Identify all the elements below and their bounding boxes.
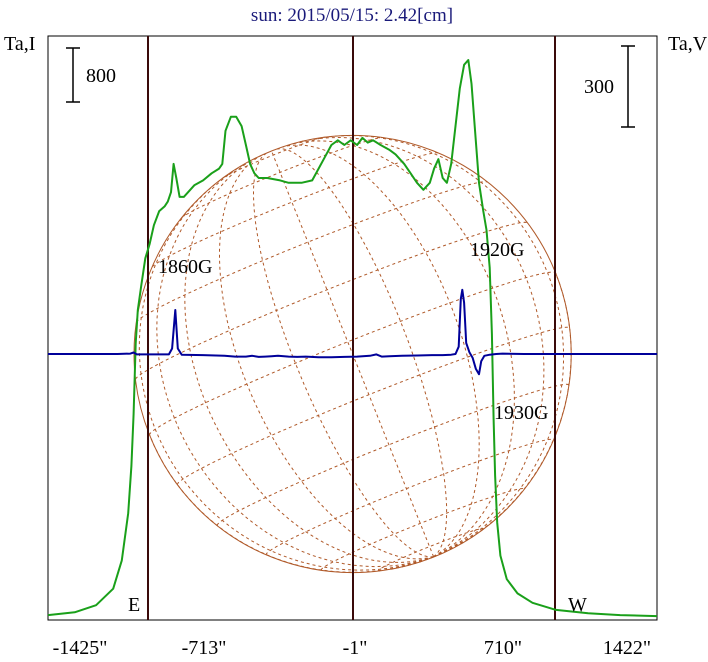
- x-tick-label: -713": [182, 637, 227, 659]
- longitude-line: [299, 136, 545, 558]
- ylabel-right: Ta,V: [668, 33, 708, 55]
- longitude-line: [149, 434, 434, 573]
- series-line-ta-v: [48, 288, 657, 376]
- x-tick-label: 1422": [603, 637, 651, 659]
- latitude-line: [135, 221, 528, 380]
- longitude-line: [156, 163, 434, 568]
- longitude-line: [219, 155, 434, 560]
- series-line-ta-i: [47, 59, 658, 618]
- annotation-1860g: 1860G: [158, 256, 212, 278]
- longitude-line: [324, 135, 564, 558]
- annotation-1920g: 1920G: [470, 239, 524, 261]
- x-tick-label: -1425": [53, 637, 108, 659]
- latitude-line: [135, 181, 488, 323]
- latitude-line: [377, 528, 484, 572]
- latitude-line: [320, 488, 525, 571]
- scale-label-left: 800: [86, 65, 116, 87]
- scale-label-right: 300: [584, 76, 614, 98]
- limb-label-east: E: [128, 594, 140, 616]
- x-tick-label: -1": [343, 637, 368, 659]
- longitude-line: [282, 144, 480, 558]
- scale-bar-left: [66, 47, 80, 103]
- latitude-line: [151, 152, 438, 268]
- latitude-line: [223, 136, 325, 179]
- longitude-line: [286, 140, 515, 558]
- annotation-1930g: 1930G: [494, 402, 548, 424]
- x-axis-ticks: -1425" -713" -1" 710" 1422": [53, 637, 652, 659]
- longitude-line: [184, 157, 434, 563]
- ylabel-left: Ta,I: [4, 33, 35, 55]
- chart-title: sun: 2015/05/15: 2.42[cm]: [251, 5, 453, 26]
- latitude-line: [265, 438, 554, 556]
- longitude-line: [138, 177, 434, 571]
- limb-label-west: W: [568, 594, 587, 616]
- longitude-line: [253, 153, 434, 558]
- solar-disk-grid: [133, 134, 572, 574]
- series-layer: [47, 59, 658, 618]
- longitude-line: [277, 148, 448, 558]
- scale-bar-right: [621, 45, 635, 128]
- x-tick-label: 710": [484, 637, 522, 659]
